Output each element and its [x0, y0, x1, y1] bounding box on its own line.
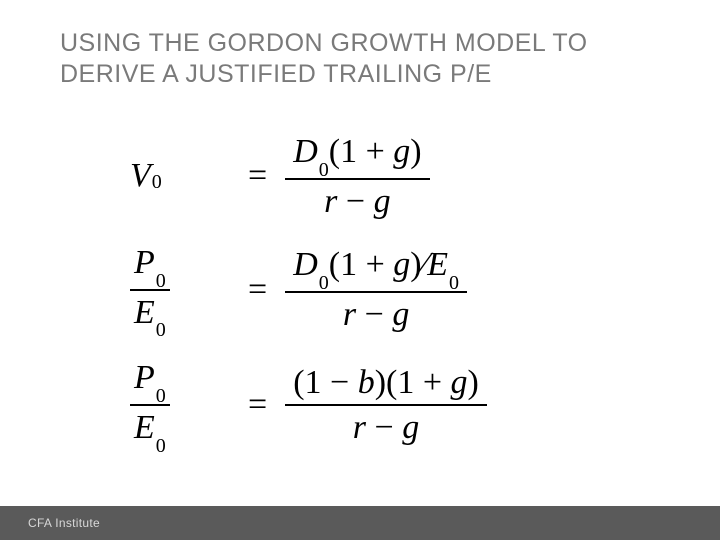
equals-sign: = [248, 386, 267, 424]
equation-3-lhs: P0E0 [130, 356, 230, 454]
title-line-1: USING THE GORDON GROWTH MODEL TO [60, 29, 588, 57]
footer-label: CFA Institute [28, 516, 100, 530]
title-line-2: DERIVE A JUSTIFIED TRAILING P/E [60, 60, 492, 88]
equation-block: V0=D0(1 + g)r − gP0E0=D0(1 + g)∕E0r − gP… [130, 130, 600, 472]
equation-3: P0E0 = (1 − b)(1 + g)r − g [130, 356, 600, 454]
equation-1: V0 = D0(1 + g)r − g [130, 130, 600, 223]
slide-title: USING THE GORDON GROWTH MODEL TO DERIVE … [60, 28, 680, 91]
slide: USING THE GORDON GROWTH MODEL TO DERIVE … [0, 0, 720, 540]
equals-sign: = [248, 157, 267, 195]
equation-1-lhs: V0 [130, 157, 230, 195]
equation-1-rhs: D0(1 + g)r − g [285, 130, 429, 223]
equation-3-rhs: (1 − b)(1 + g)r − g [285, 361, 487, 449]
equals-sign: = [248, 271, 267, 309]
equation-2-rhs: D0(1 + g)∕E0r − g [285, 243, 467, 336]
equation-2: P0E0 = D0(1 + g)∕E0r − g [130, 241, 600, 339]
footer-bar: CFA Institute [0, 506, 720, 540]
equation-2-lhs: P0E0 [130, 241, 230, 339]
